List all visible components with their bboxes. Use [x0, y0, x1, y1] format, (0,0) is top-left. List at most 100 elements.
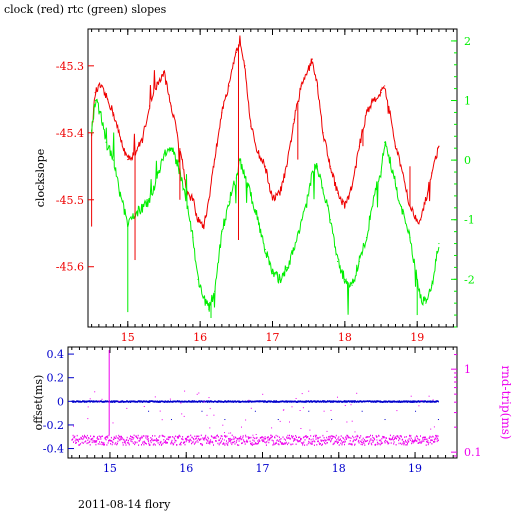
- scatter-dot: [166, 438, 168, 440]
- scatter-dot: [132, 436, 133, 438]
- scatter-dot: [84, 435, 86, 438]
- scatter-dot: [257, 440, 259, 442]
- scatter-dot: [328, 436, 330, 438]
- scatter-dot: [330, 438, 332, 440]
- scatter-dot: [191, 442, 192, 445]
- scatter-dot: [128, 443, 130, 446]
- scatter-dot: [86, 437, 88, 439]
- data-point: [170, 147, 172, 149]
- scatter-dot: [160, 440, 162, 443]
- scatter-dot: [241, 438, 243, 440]
- data-point: [322, 189, 324, 191]
- scatter-dot: [343, 401, 345, 403]
- scatter-dot: [410, 434, 412, 437]
- scatter-dot: [255, 437, 257, 440]
- scatter-dot: [135, 435, 137, 437]
- scatter-dot: [97, 438, 99, 440]
- data-point: [208, 308, 210, 310]
- scatter-dot: [294, 437, 296, 440]
- scatter-dot: [203, 439, 205, 441]
- scatter-dot: [436, 434, 438, 437]
- scatter-dot: [116, 437, 118, 439]
- scatter-dot: [392, 436, 394, 438]
- scatter-dot: [406, 400, 408, 402]
- scatter-dot: [246, 439, 248, 442]
- scatter-dot: [119, 436, 120, 438]
- scatter-dot: [312, 401, 314, 403]
- scatter-dot: [402, 442, 404, 444]
- scatter-dot: [91, 441, 93, 444]
- scatter-dot: [178, 437, 179, 439]
- scatter-dot: [263, 400, 265, 402]
- scatter-dot: [198, 438, 200, 441]
- scatter-dot: [201, 443, 203, 445]
- scatter-dot: [250, 436, 252, 439]
- scatter-dot: [117, 437, 119, 439]
- scatter-dot: [266, 441, 268, 443]
- data-point: [208, 199, 210, 201]
- y2-tick-label: -2: [464, 273, 475, 286]
- scatter-dot: [149, 400, 151, 402]
- scatter-dot: [144, 441, 146, 444]
- scatter-dot: [398, 442, 400, 445]
- scatter-dot: [312, 438, 314, 440]
- scatter-dot: [103, 444, 105, 446]
- scatter-dot: [240, 438, 242, 441]
- scatter-dot: [242, 435, 244, 437]
- y-tick-label: 0.4: [47, 348, 65, 361]
- scatter-dot: [345, 437, 347, 439]
- scatter-dot: [175, 440, 177, 442]
- scatter-dot: [121, 401, 123, 403]
- scatter-dot: [146, 435, 148, 437]
- scatter-dot: [113, 401, 115, 403]
- scatter-dot: [388, 437, 390, 440]
- scatter-dot: [114, 400, 116, 402]
- data-point: [358, 145, 360, 147]
- scatter-dot: [375, 401, 377, 403]
- scatter-dot: [418, 438, 420, 441]
- scatter-dot: [232, 438, 234, 441]
- scatter-dot: [95, 441, 97, 443]
- scatter-dot: [383, 436, 385, 438]
- scatter-dot: [276, 439, 278, 441]
- scatter-outlier: [87, 418, 89, 420]
- scatter-dot: [317, 440, 319, 443]
- scatter-dot: [291, 437, 293, 439]
- scatter-dot: [346, 401, 348, 403]
- scatter-dot: [384, 442, 386, 444]
- scatter-dot: [133, 434, 135, 437]
- scatter-dot: [398, 401, 400, 403]
- scatter-dot: [259, 440, 261, 442]
- y2-tick-label: 0: [464, 154, 471, 167]
- scatter-dot: [146, 438, 148, 440]
- data-point: [235, 51, 237, 54]
- scatter-dot: [108, 440, 109, 442]
- scatter-dot: [379, 401, 381, 403]
- scatter-dot: [276, 400, 277, 402]
- scatter-dot: [180, 444, 182, 446]
- scatter-dot: [337, 437, 339, 440]
- scatter-dot: [322, 401, 324, 403]
- scatter-dot: [101, 435, 103, 437]
- scatter-dot: [165, 441, 167, 443]
- scatter-dot: [392, 439, 394, 441]
- scatter-dot: [120, 436, 122, 439]
- scatter-dot: [154, 444, 156, 446]
- scatter-dot: [279, 439, 281, 441]
- data-point: [112, 159, 114, 161]
- scatter-dot: [354, 443, 356, 445]
- offset-outlier: [254, 410, 256, 412]
- scatter-dot: [313, 444, 315, 446]
- scatter-dot: [276, 442, 277, 444]
- scatter-dot: [275, 400, 277, 402]
- data-point: [203, 225, 205, 228]
- data-point: [141, 207, 143, 209]
- scatter-dot: [293, 440, 295, 442]
- scatter-outlier: [309, 429, 311, 431]
- scatter-dot: [324, 400, 325, 402]
- data-point: [437, 439, 439, 441]
- scatter-dot: [186, 437, 188, 440]
- scatter-dot: [352, 401, 354, 403]
- scatter-dot: [83, 436, 85, 438]
- scatter-dot: [97, 436, 98, 438]
